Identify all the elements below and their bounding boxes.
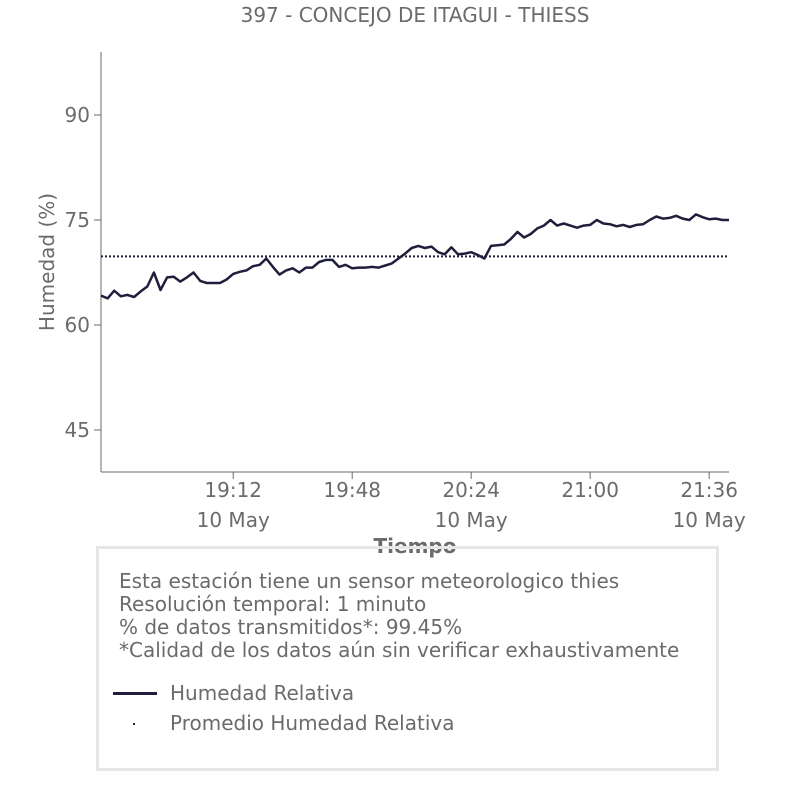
y-tick-label: 75 — [65, 208, 90, 232]
y-tick-label: 60 — [65, 313, 90, 337]
info-quality-note: *Calidad de los datos aún sin verificar … — [119, 638, 680, 662]
chart-axes — [100, 52, 729, 473]
x-tick-label: 21:36 — [680, 478, 738, 502]
y-axis-label: Humedad (%) — [35, 193, 59, 331]
legend-label-humedad: Humedad Relativa — [170, 681, 355, 705]
chart-series — [100, 213, 729, 300]
info-sensor: Esta estación tiene un sensor meteorolog… — [119, 569, 620, 593]
chart-title: 397 - CONCEJO DE ITAGUI - THIESS — [240, 3, 590, 27]
y-tick-label: 45 — [65, 418, 90, 442]
legend-dot-swatch — [133, 723, 135, 725]
y-ticks: 45 60 75 90 — [65, 103, 101, 442]
info-resolution: Resolución temporal: 1 minuto — [119, 592, 427, 616]
x-tick-date-label: 10 May — [435, 508, 508, 532]
legend-label-promedio: Promedio Humedad Relativa — [170, 711, 455, 735]
y-tick-label: 90 — [65, 103, 90, 127]
x-tick-date-label: 10 May — [197, 508, 270, 532]
x-tick-label: 21:00 — [561, 478, 619, 502]
info-transmitted: % de datos transmitidos*: 99.45% — [119, 615, 463, 639]
x-tick-date-label: 10 May — [673, 508, 746, 532]
legend-solid-line-swatch — [113, 692, 157, 695]
info-box: Esta estación tiene un sensor meteorolog… — [96, 546, 719, 771]
x-tick-label: 20:24 — [442, 478, 500, 502]
x-ticks: 19:12 10 May 19:48 20:24 10 May 21:00 21:36 10 … — [197, 472, 746, 532]
series-humedad-line — [100, 213, 729, 300]
x-tick-label: 19:12 — [204, 478, 262, 502]
x-tick-label: 19:48 — [323, 478, 381, 502]
